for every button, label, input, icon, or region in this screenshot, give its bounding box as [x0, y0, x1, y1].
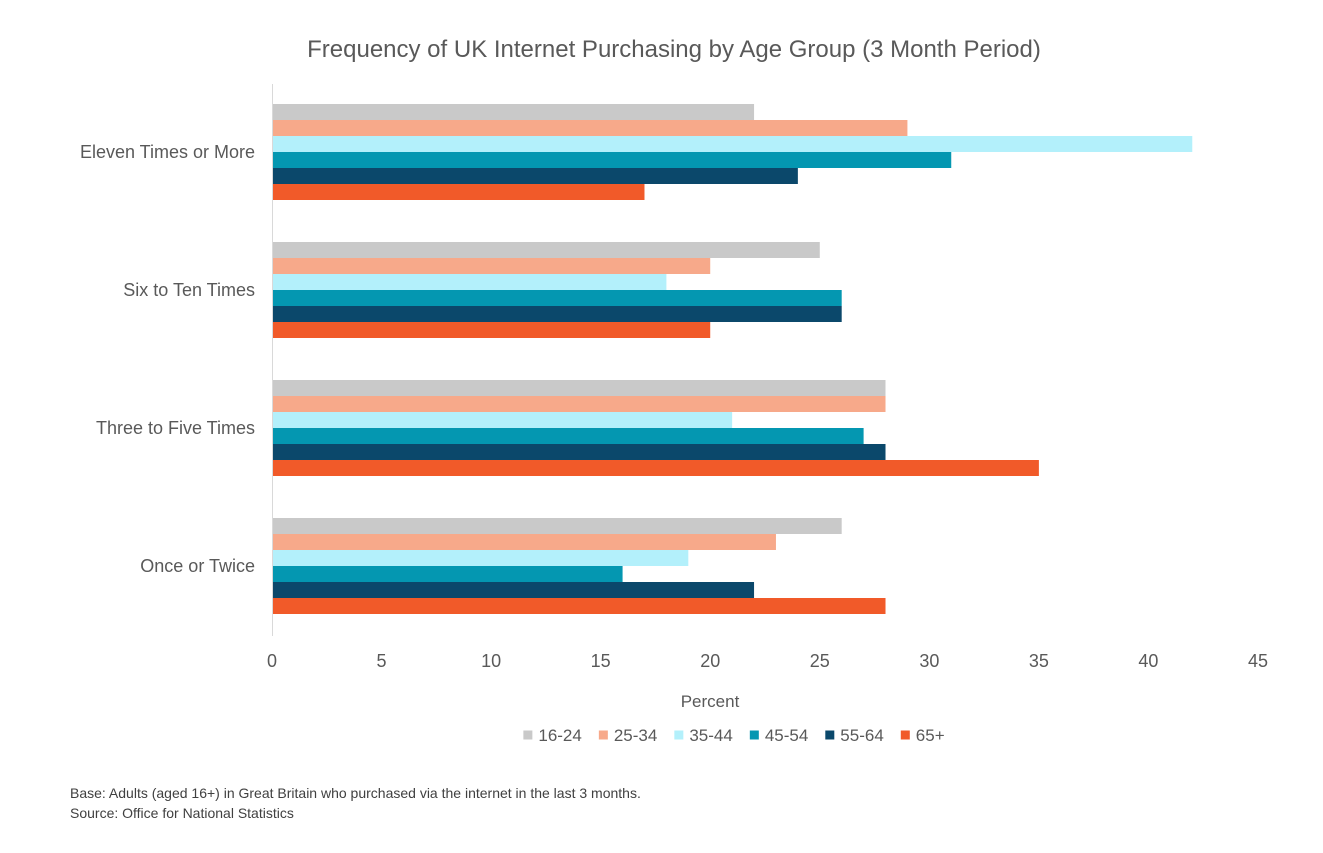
legend-swatch — [598, 730, 608, 740]
bar-65+-three-to-five-times — [273, 460, 1039, 476]
category-labels: Eleven Times or More Six to Ten Times Thre… — [80, 142, 255, 576]
bar-55-64-three-to-five-times — [273, 444, 886, 460]
legend-swatch — [523, 730, 533, 740]
bar-45-54-three-to-five-times — [273, 428, 864, 444]
legend-swatch — [900, 730, 910, 740]
x-tick-label: 35 — [1029, 651, 1049, 671]
bar-25-34-six-to-ten-times — [273, 258, 711, 274]
legend-label: 16-24 — [538, 726, 581, 745]
x-axis-title: Percent — [681, 692, 740, 711]
legend-label: 25-34 — [614, 726, 657, 745]
category-label: Once or Twice — [140, 556, 255, 576]
x-tick-label: 25 — [810, 651, 830, 671]
footnote-source: Source: Office for National Statistics — [70, 805, 294, 821]
legend: 16-24 25-34 35-44 45-54 55-64 65+ — [523, 726, 945, 745]
legend-label: 45-54 — [765, 726, 808, 745]
category-label: Three to Five Times — [96, 418, 255, 438]
legend-label: 35-44 — [689, 726, 732, 745]
x-tick-labels: 0 5 10 15 20 25 30 35 40 45 — [267, 651, 1268, 671]
chart-title: Frequency of UK Internet Purchasing by A… — [307, 36, 1041, 63]
bar-35-44-six-to-ten-times — [273, 274, 667, 290]
x-tick-label: 45 — [1248, 651, 1268, 671]
legend-swatch — [674, 730, 684, 740]
footnote-base: Base: Adults (aged 16+) in Great Britain… — [70, 785, 641, 801]
bar-45-54-six-to-ten-times — [273, 290, 842, 306]
bars-group — [273, 104, 1193, 614]
bar-45-54-eleven-times-or-more — [273, 152, 952, 168]
bar-55-64-once-or-twice — [273, 582, 755, 598]
category-label: Six to Ten Times — [123, 280, 255, 300]
bar-65+-once-or-twice — [273, 598, 886, 614]
x-tick-label: 40 — [1138, 651, 1158, 671]
bar-65+-eleven-times-or-more — [273, 184, 645, 200]
legend-label: 55-64 — [840, 726, 883, 745]
bar-25-34-three-to-five-times — [273, 396, 886, 412]
category-label: Eleven Times or More — [80, 142, 255, 162]
bar-45-54-once-or-twice — [273, 566, 623, 582]
bar-55-64-six-to-ten-times — [273, 306, 842, 322]
bar-16-24-once-or-twice — [273, 518, 842, 534]
x-tick-label: 0 — [267, 651, 277, 671]
x-tick-label: 15 — [591, 651, 611, 671]
legend-swatch — [749, 730, 759, 740]
bar-25-34-once-or-twice — [273, 534, 776, 550]
bar-16-24-three-to-five-times — [273, 380, 886, 396]
bar-35-44-eleven-times-or-more — [273, 136, 1193, 152]
legend-swatch — [825, 730, 835, 740]
bar-35-44-once-or-twice — [273, 550, 689, 566]
bar-35-44-three-to-five-times — [273, 412, 733, 428]
bar-16-24-six-to-ten-times — [273, 242, 820, 258]
bar-65+-six-to-ten-times — [273, 322, 711, 338]
legend-label: 65+ — [916, 726, 945, 745]
x-tick-label: 30 — [919, 651, 939, 671]
x-tick-label: 20 — [700, 651, 720, 671]
bar-25-34-eleven-times-or-more — [273, 120, 908, 136]
x-tick-label: 10 — [481, 651, 501, 671]
x-tick-label: 5 — [377, 651, 387, 671]
bar-55-64-eleven-times-or-more — [273, 168, 798, 184]
bar-16-24-eleven-times-or-more — [273, 104, 755, 120]
